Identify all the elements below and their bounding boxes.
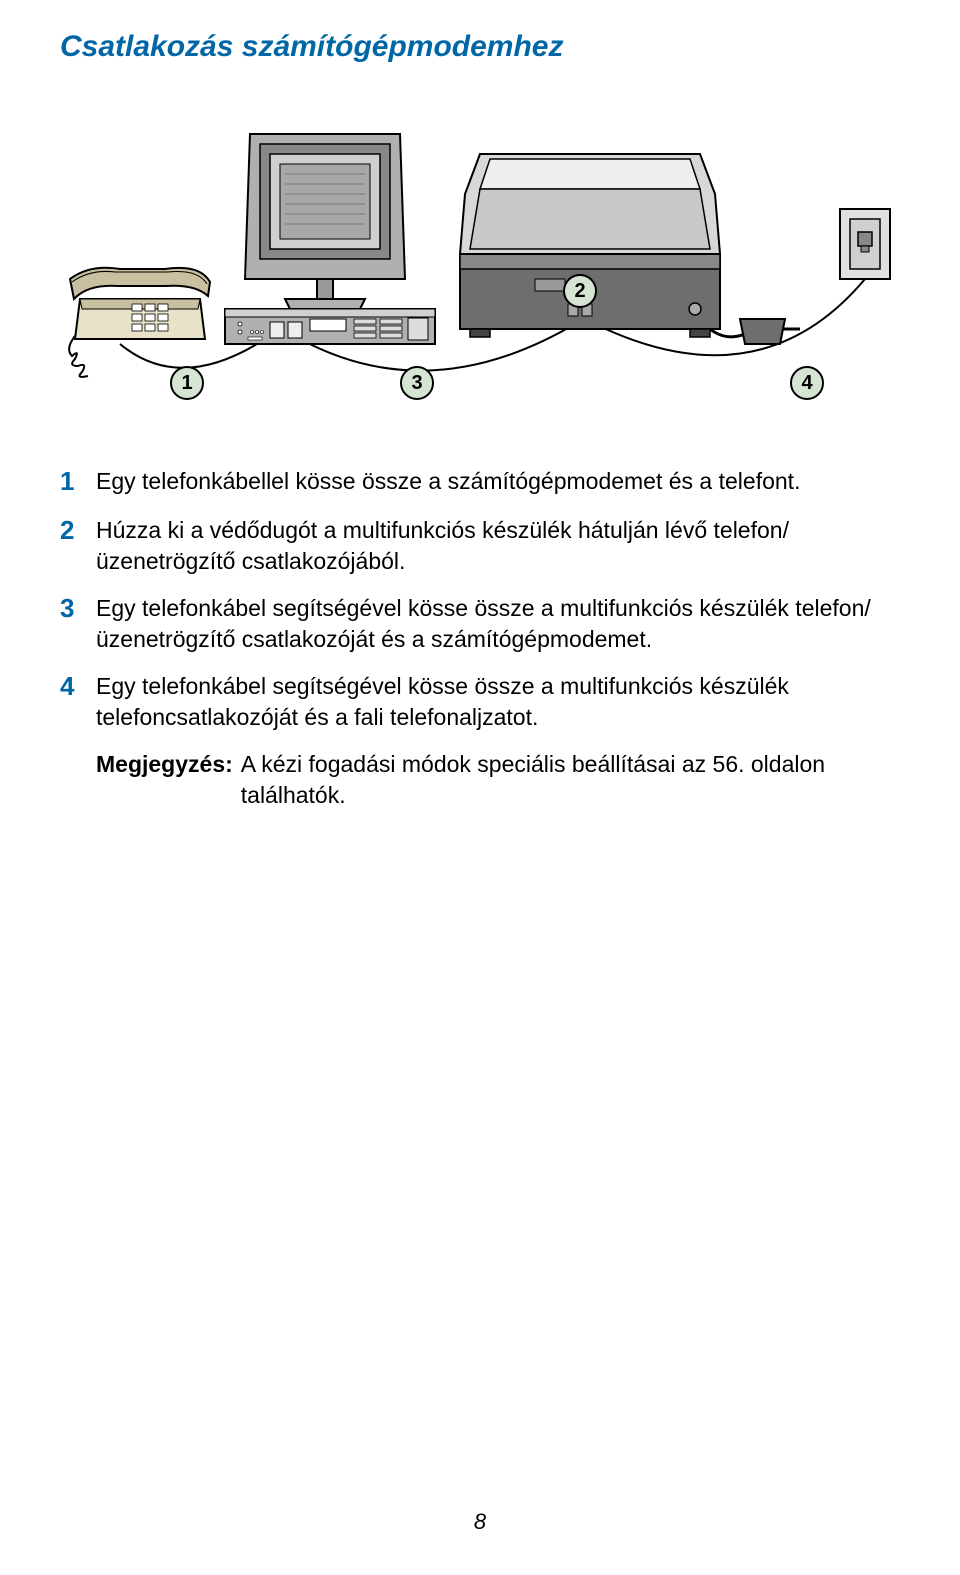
wall-jack-icon (840, 209, 890, 279)
steps-list: 1 Egy telefonkábellel kösse össze a szám… (60, 454, 900, 811)
diagram-callout-2: 2 (563, 274, 597, 308)
power-adapter-icon (740, 319, 785, 344)
step-text: Egy telefonkábel segítségével kösse össz… (96, 591, 890, 655)
step-number: 1 (60, 464, 96, 499)
step-text: Egy telefonkábellel kösse össze a számít… (96, 464, 800, 499)
step-number: 4 (60, 669, 96, 733)
connection-diagram: 2 1 3 4 (60, 104, 900, 424)
note-text: A kézi fogadási módok speciális beállítá… (241, 749, 890, 811)
step-item: 3 Egy telefonkábel segítségével kösse ös… (60, 591, 890, 655)
telephone-icon (69, 268, 210, 377)
note-label: Megjegyzés: (96, 749, 233, 811)
step-item: 1 Egy telefonkábellel kösse össze a szám… (60, 464, 890, 499)
page-title: Csatlakozás számítógépmodemhez (60, 30, 900, 64)
diagram-callout-3: 3 (400, 366, 434, 400)
modem-icon (225, 309, 435, 344)
note: Megjegyzés: A kézi fogadási módok speciá… (96, 749, 890, 811)
monitor-icon (245, 134, 405, 309)
printer-icon (460, 154, 720, 337)
step-number: 3 (60, 591, 96, 655)
step-item: 2 Húzza ki a védődugót a multifunkciós k… (60, 513, 890, 577)
step-item: 4 Egy telefonkábel segítségével kösse ös… (60, 669, 890, 733)
step-number: 2 (60, 513, 96, 577)
page-number: 8 (0, 1509, 960, 1535)
diagram-callout-1: 1 (170, 366, 204, 400)
diagram-callout-4: 4 (790, 366, 824, 400)
step-text: Egy telefonkábel segítségével kösse össz… (96, 669, 890, 733)
step-text: Húzza ki a védődugót a multifunkciós kés… (96, 513, 890, 577)
